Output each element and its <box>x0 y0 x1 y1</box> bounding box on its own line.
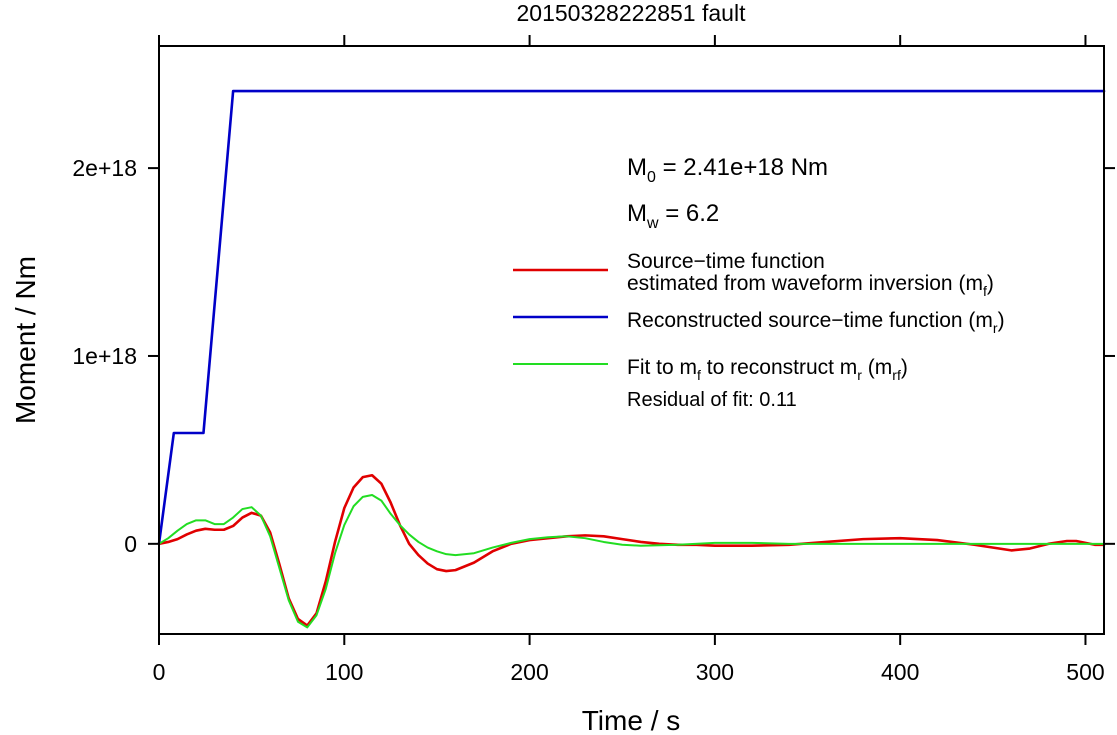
ticks-layer: 0 100 200 300 400 500 0 1e+18 2e+18 <box>72 35 1115 685</box>
x-tick-label-1: 100 <box>325 659 363 685</box>
x-axis-title: Time / s <box>582 705 681 735</box>
svg-text:M0 = 2.41e+18 Nm: M0 = 2.41e+18 Nm <box>627 154 828 186</box>
legend-item-1: Reconstructed source−time function (mr) <box>513 309 1005 336</box>
x-tick-label-5: 500 <box>1066 659 1104 685</box>
y-tick-label-0: 0 <box>124 531 137 557</box>
mw-subscript: w <box>646 215 659 232</box>
mw-value: = 6.2 <box>659 200 720 227</box>
series-line-0 <box>157 473 1106 627</box>
annotation-m0: M0 = 2.41e+18 Nm <box>627 154 828 186</box>
y-axis-title: Moment / Nm <box>10 256 41 424</box>
m0-symbol: M <box>627 154 647 181</box>
x-tick-label-3: 300 <box>696 659 734 685</box>
series-line-2 <box>158 493 1105 629</box>
m0-value: = 2.41e+18 Nm <box>656 154 828 181</box>
legend-label-0-1: estimated from waveform inversion (mf) <box>627 272 994 299</box>
legend-label-1-0: Reconstructed source−time function (mr) <box>627 309 1005 336</box>
series-line-1 <box>157 89 1106 546</box>
residual-text: Residual of fit: 0.11 <box>627 389 797 411</box>
plot-frame <box>158 45 1105 635</box>
m0-subscript: 0 <box>647 169 656 186</box>
x-tick-label-0: 0 <box>153 659 166 685</box>
legend-item-2: Fit to mf to reconstruct mr (mrf) <box>513 356 908 383</box>
series-layer <box>157 89 1106 629</box>
chart-title: 20150328222851 fault <box>517 0 747 26</box>
annotation-mw: Mw = 6.2 <box>627 200 719 232</box>
legend-label-0-0: Source−time function <box>627 250 825 273</box>
y-tick-label-2: 2e+18 <box>72 155 137 181</box>
x-tick-label-4: 400 <box>881 659 919 685</box>
mw-symbol: M <box>627 200 647 227</box>
legend-label-2-0: Fit to mf to reconstruct mr (mrf) <box>627 356 908 383</box>
y-tick-label-1: 1e+18 <box>72 343 137 369</box>
x-tick-label-2: 200 <box>510 659 548 685</box>
svg-text:Mw = 6.2: Mw = 6.2 <box>627 200 719 232</box>
